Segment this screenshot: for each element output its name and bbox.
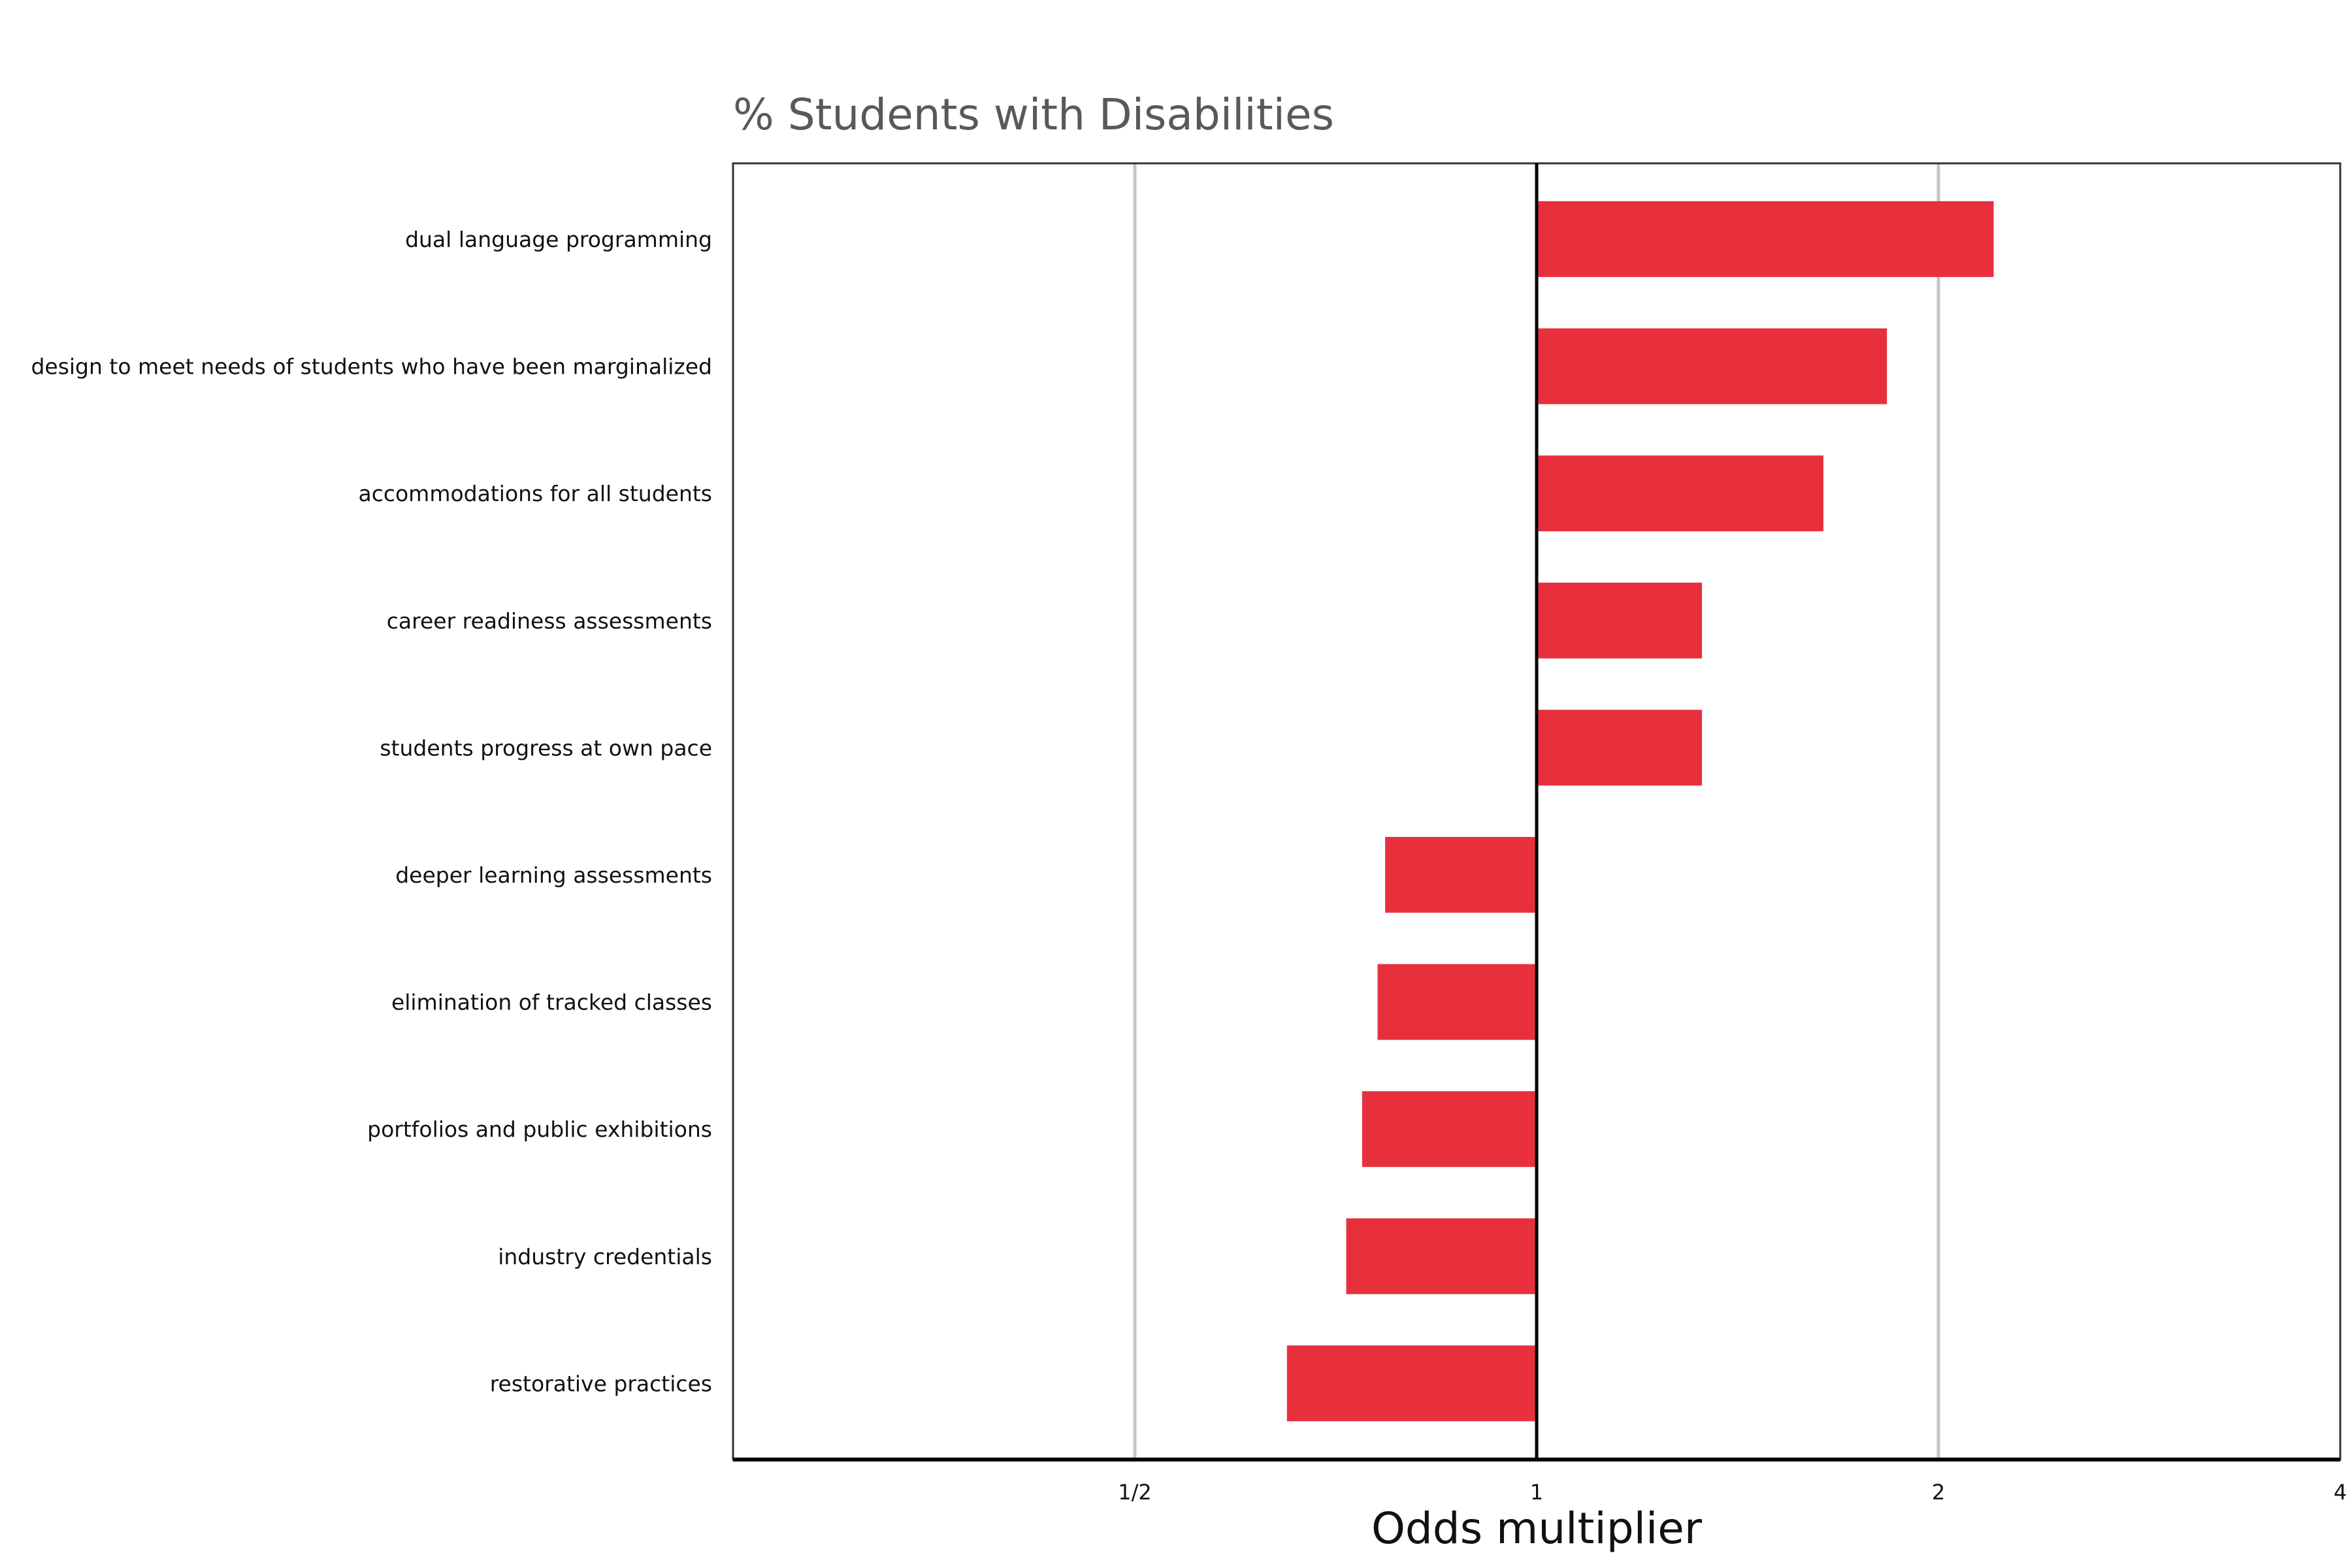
bar [1286,1345,1537,1422]
bar [1362,1091,1537,1168]
category-label: design to meet needs of students who hav… [31,354,712,380]
bar [1385,837,1537,913]
category-label: portfolios and public exhibitions [367,1117,712,1142]
plot-frame [732,162,2342,1462]
category-label: students progress at own pace [380,735,712,760]
bar [1377,964,1537,1040]
x-tick-label: 1 [1530,1480,1543,1505]
category-label: elimination of tracked classes [391,990,712,1015]
category-label: deeper learning assessments [395,862,712,888]
category-label: dual language programming [405,227,712,252]
category-label: restorative practices [490,1371,712,1396]
bar [1537,582,1703,659]
bar [1537,328,1887,404]
x-axis-title: Odds multiplier [1371,1503,1703,1554]
x-tick-label: 4 [2334,1480,2347,1505]
gridlines [1133,163,1940,1460]
chart-title: % Students with Disabilities [733,90,1334,140]
bar [1537,455,1823,532]
x-tick-label: 2 [1932,1480,1945,1505]
bars [1286,201,1994,1422]
bar [1537,201,1994,277]
category-labels: dual language programming design to meet … [31,227,712,1396]
x-tick-label: 1/2 [1118,1480,1152,1505]
x-axis-ticks: 1/2 1 2 4 [1118,1480,2347,1505]
category-label: accommodations for all students [358,481,712,506]
category-label: industry credentials [498,1244,712,1269]
bar [1537,710,1703,786]
category-label: career readiness assessments [387,608,712,634]
bar [1346,1218,1537,1294]
